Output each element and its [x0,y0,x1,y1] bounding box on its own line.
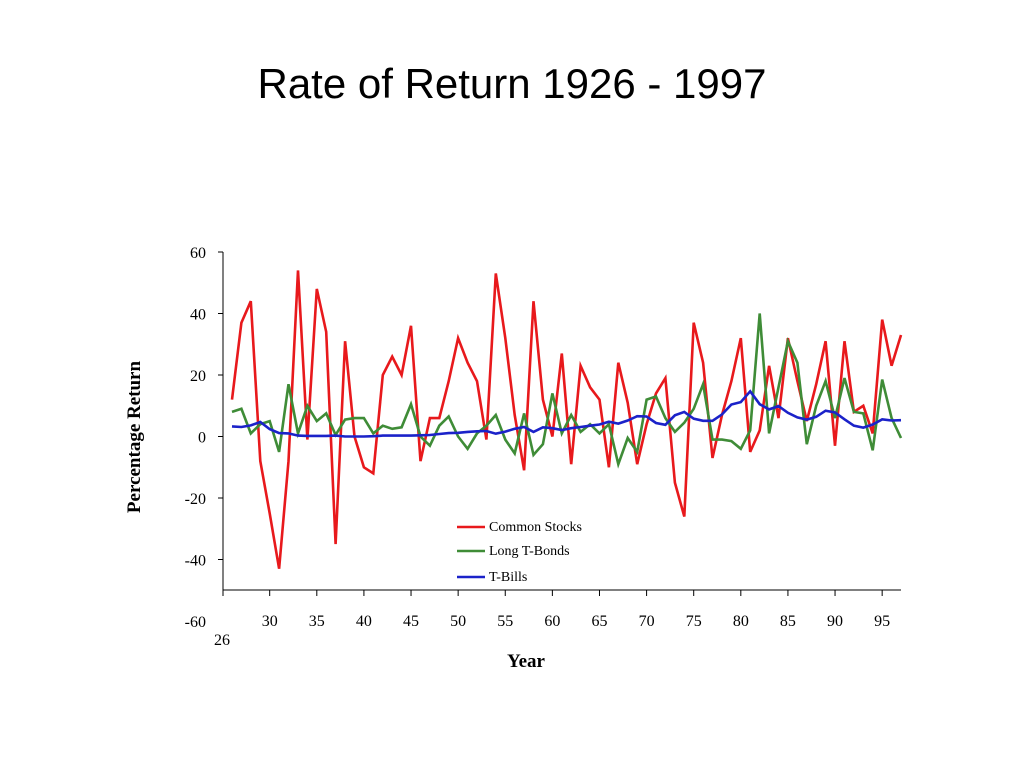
x-tick-label: 90 [827,613,843,630]
x-tick-label: 70 [639,613,655,630]
x-tick-label: 50 [450,613,466,630]
series-layer [230,270,903,569]
x-tick-label: 45 [403,613,419,630]
x-axis: 26 30 35 40 45 50 55 60 65 70 75 80 85 90 95 [214,589,901,649]
y-tick-label: 20 [190,368,206,385]
y-tick-label: 60 [190,245,206,262]
x-tick-label: 80 [733,613,749,630]
y-axis: -60 -40 -20 0 20 40 60 [185,245,224,631]
y-axis-title: Percentage Return [124,361,145,514]
x-tick-label: 35 [309,613,325,630]
x-tick-label: 75 [686,613,702,630]
x-tick-label: 95 [874,613,890,630]
series-line-long-t-bonds [231,313,903,469]
legend-label: T-Bills [489,570,527,585]
y-tick-label: 40 [190,307,206,324]
y-tick-label: -60 [185,614,206,631]
y-tick-label: -20 [185,491,206,508]
x-tick-label: 60 [544,613,560,630]
x-tick-label: 30 [262,613,278,630]
legend-label: Common Stocks [489,520,582,535]
x-tick-label: 40 [356,613,372,630]
y-tick-label: 0 [198,430,206,447]
x-tick-label: 55 [497,613,513,630]
y-tick-label: -40 [185,553,206,570]
x-tick-label: 26 [214,632,230,649]
x-axis-title: Year [507,651,546,672]
legend: Common Stocks Long T-Bonds T-Bills [457,520,582,585]
series-line-t-bills [231,389,902,438]
legend-label: Long T-Bonds [489,544,570,559]
slide-title: Rate of Return 1926 - 1997 [257,60,767,107]
x-tick-label: 85 [780,613,796,630]
x-tick-label: 65 [591,613,607,630]
